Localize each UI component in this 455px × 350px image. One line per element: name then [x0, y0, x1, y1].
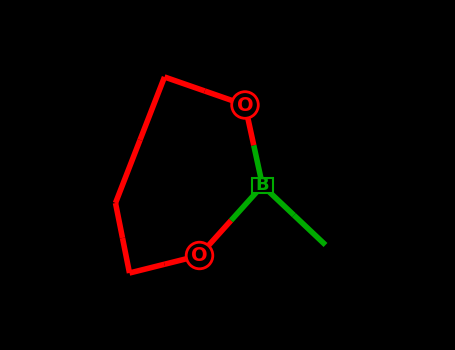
FancyBboxPatch shape [252, 178, 273, 193]
Text: B: B [256, 176, 269, 195]
Circle shape [186, 242, 213, 269]
Text: O: O [237, 96, 253, 114]
Circle shape [232, 92, 258, 118]
Text: O: O [191, 246, 208, 265]
